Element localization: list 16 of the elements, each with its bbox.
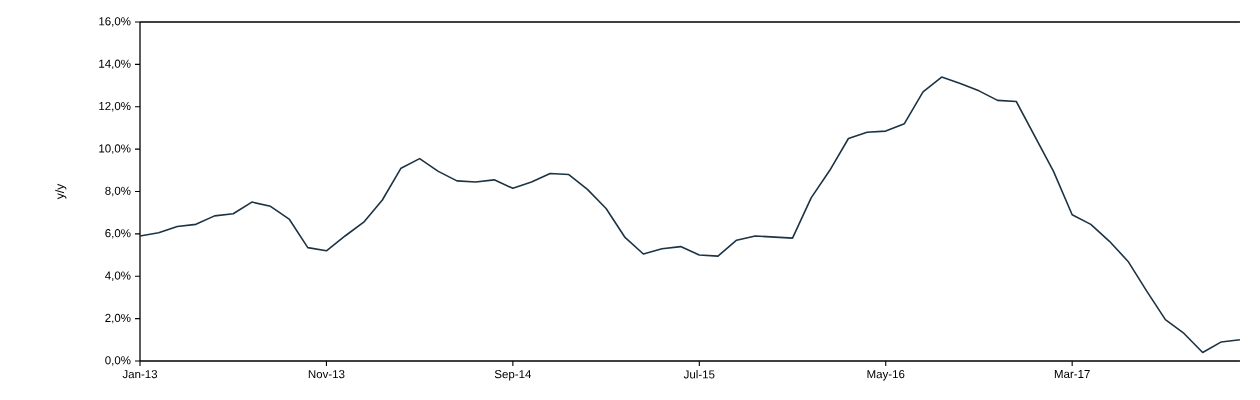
y-tick-label: 4,0%: [105, 271, 131, 281]
x-tick-label: Nov-13: [308, 370, 345, 379]
x-tick-label: Sep-14: [494, 370, 532, 381]
x-tick-label: Jul-15: [683, 370, 715, 379]
y-tick-label: 12,0%: [99, 101, 131, 112]
y-tick-label: 0,0%: [105, 356, 131, 366]
y-tick-label: 2,0%: [105, 313, 131, 324]
y-axis-title: y/y: [55, 183, 67, 200]
x-tick-label: Mar-17: [1054, 370, 1090, 379]
x-tick-label: May-16: [867, 370, 905, 381]
x-tick-label: Jan-13: [122, 370, 158, 379]
y-tick-label: 14,0%: [99, 59, 131, 70]
y-tick-label: 8,0%: [105, 186, 131, 197]
y-tick-label: 10,0%: [99, 144, 131, 154]
y-tick-label: 6,0%: [105, 229, 131, 239]
y-tick-label: 16,0%: [99, 17, 131, 27]
